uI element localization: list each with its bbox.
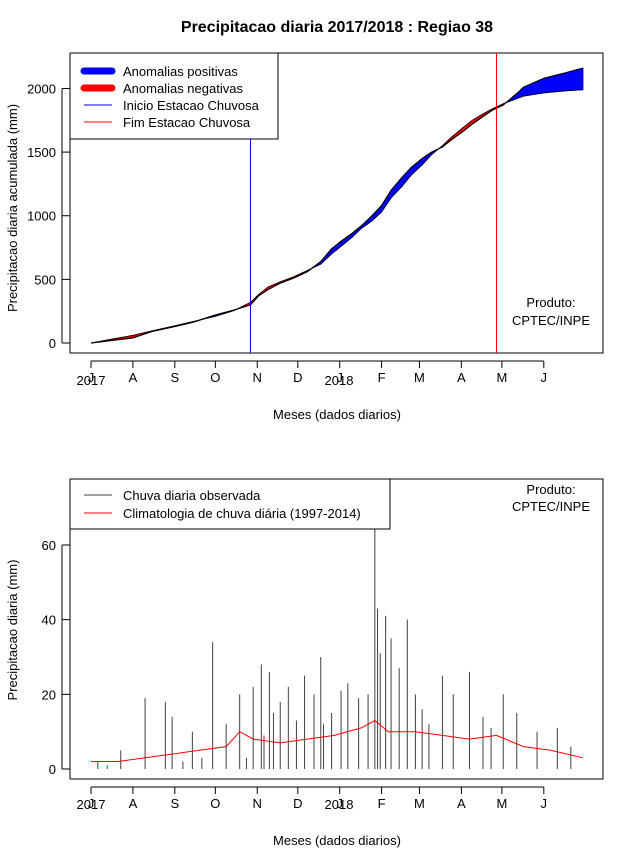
top-chart: 0 500 1000 1500 2000 J A S O N D J F M A M J Precipitac…	[5, 52, 604, 422]
x-tick-label: A	[129, 370, 138, 385]
y-tick-label: 2000	[27, 81, 56, 96]
x-tick-label: A	[129, 796, 138, 811]
bottom-year-label-2017: 2017	[77, 797, 106, 812]
chart-title: Precipitacao diaria 2017/2018 : Regiao 3…	[181, 19, 493, 36]
top-year-label-2018: 2018	[325, 373, 354, 388]
x-tick-label: N	[253, 796, 262, 811]
y-tick-label: 20	[42, 687, 56, 702]
top-x-axis-label: Meses (dados diarios)	[273, 407, 401, 422]
bottom-product-source: CPTEC/INPE	[512, 499, 590, 514]
bottom-year-label-2018: 2018	[325, 797, 354, 812]
legend-label-positive: Anomalias positivas	[123, 64, 238, 79]
top-product-source: CPTEC/INPE	[512, 313, 590, 328]
anomaly-positive-segment	[563, 67, 584, 92]
legend-label-observed: Chuva diaria observada	[123, 488, 261, 503]
x-tick-label: F	[378, 370, 386, 385]
bottom-plot-area	[91, 507, 584, 769]
x-tick-label: O	[210, 370, 220, 385]
y-tick-label: 40	[42, 613, 56, 628]
observed-cumulative-line	[90, 67, 584, 344]
x-tick-label: J	[88, 796, 95, 811]
x-tick-label: J	[541, 796, 548, 811]
top-y-axis-label: Precipitacao diaria acumulada (mm)	[5, 104, 20, 312]
x-tick-label: S	[170, 796, 179, 811]
legend-label-start: Inicio Estacao Chuvosa	[123, 98, 260, 113]
x-tick-label: M	[496, 370, 507, 385]
x-tick-label: A	[457, 796, 466, 811]
bottom-product-label: Produto:	[526, 482, 575, 497]
climatology-daily-line	[91, 719, 584, 762]
x-tick-label: J	[336, 370, 343, 385]
x-tick-label: D	[293, 370, 302, 385]
bottom-y-axis-label: Precipitacao diaria (mm)	[5, 560, 20, 701]
bottom-legend-box	[69, 478, 391, 530]
climatology-cumulative-line	[90, 89, 584, 344]
bottom-y-axis: 0 20 40 60	[42, 538, 70, 777]
x-tick-label: S	[170, 370, 179, 385]
y-tick-label: 60	[42, 538, 56, 553]
top-product-label: Produto:	[526, 295, 575, 310]
top-y-axis: 0 500 1000 1500 2000	[27, 81, 70, 351]
x-tick-label: M	[496, 796, 507, 811]
x-tick-label: J	[541, 370, 548, 385]
x-tick-label: O	[210, 796, 220, 811]
y-tick-label: 0	[49, 336, 56, 351]
y-tick-label: 1000	[27, 209, 56, 224]
y-tick-label: 1500	[27, 145, 56, 160]
top-plot-frame	[69, 52, 604, 354]
x-tick-label: J	[88, 370, 95, 385]
legend-label-negative: Anomalias negativas	[123, 81, 243, 96]
x-tick-label: M	[414, 370, 425, 385]
x-tick-label: A	[457, 370, 466, 385]
y-tick-label: 0	[49, 762, 56, 777]
bottom-chart: 0 20 40 60 J A S O N D J F M A M J Precipitacao diaria…	[5, 478, 604, 848]
bottom-x-axis-label: Meses (dados diarios)	[273, 833, 401, 848]
x-tick-label: M	[414, 796, 425, 811]
bottom-legend: Chuva diaria observada Climatologia de c…	[69, 478, 391, 530]
x-tick-label: J	[336, 796, 343, 811]
top-year-label-2017: 2017	[77, 373, 106, 388]
x-tick-label: D	[293, 796, 302, 811]
top-legend-box	[69, 52, 279, 140]
top-legend: Anomalias positivas Anomalias negativas …	[69, 52, 279, 140]
legend-label-end: Fim Estacao Chuvosa	[123, 115, 251, 130]
y-tick-label: 500	[34, 272, 56, 287]
top-plot-area	[90, 53, 584, 353]
legend-label-climatology: Climatologia de chuva diária (1997-2014)	[123, 506, 361, 521]
x-tick-label: N	[253, 370, 262, 385]
x-tick-label: F	[378, 796, 386, 811]
